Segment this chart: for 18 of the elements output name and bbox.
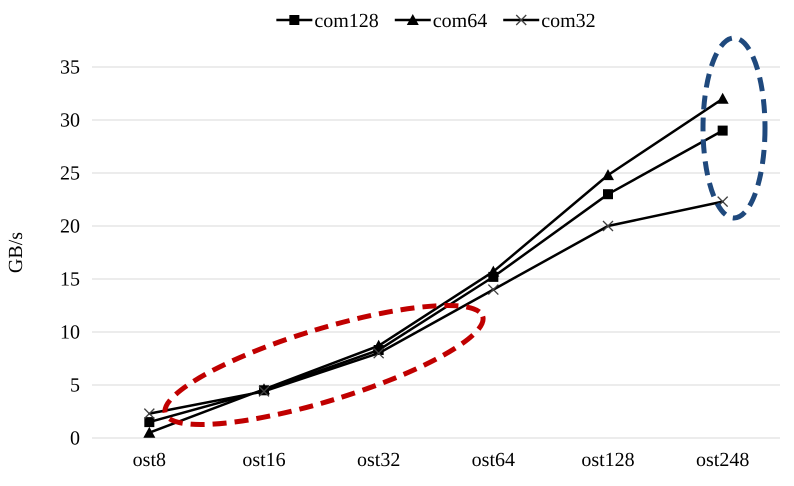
x-tick-label: ost64 [472, 449, 516, 472]
x-tick-label: ost248 [696, 449, 750, 472]
x-tick-label: ost128 [581, 449, 635, 472]
legend-label: com32 [541, 10, 596, 32]
y-tick-label: 5 [70, 374, 80, 396]
legend-label: com64 [432, 10, 488, 32]
y-tick-label: 10 [60, 321, 80, 344]
legend-label: com128 [314, 10, 379, 32]
y-tick-label: 30 [60, 109, 80, 132]
y-tick-label: 20 [60, 215, 80, 238]
y-tick-label: 0 [70, 427, 80, 450]
x-tick-label: ost8 [132, 449, 166, 472]
x-tick-label: ost16 [242, 449, 286, 472]
y-tick-label: 35 [60, 56, 80, 78]
y-tick-label: 25 [60, 162, 80, 184]
y-axis-title: GB/s [5, 232, 27, 274]
y-tick-label: 15 [60, 268, 80, 290]
x-tick-label: ost32 [356, 449, 400, 472]
